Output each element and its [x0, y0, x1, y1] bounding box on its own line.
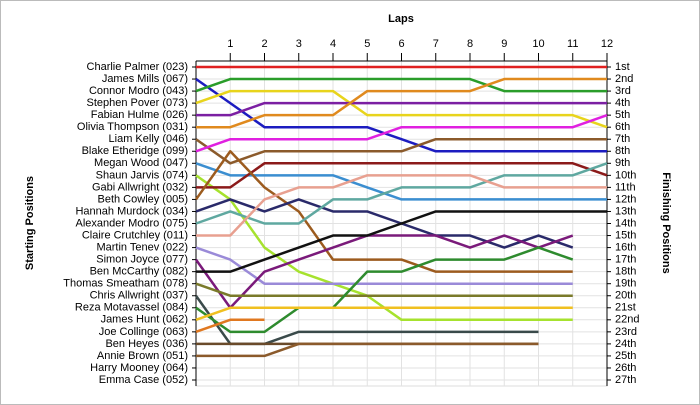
starting-label: Simon Joyce (077) [96, 254, 188, 266]
finishing-label: 2nd [615, 73, 633, 85]
x-tick-label: 5 [364, 38, 370, 50]
x-tick-label: 8 [467, 38, 473, 50]
finishing-label: 27th [615, 374, 636, 386]
starting-label: Thomas Smeatham (078) [63, 278, 188, 290]
starting-label: James Hunt (062) [101, 314, 188, 326]
starting-label: Olivia Thompson (031) [77, 121, 188, 133]
series-line [196, 210, 607, 273]
series-line [195, 306, 573, 321]
x-tick-label: 2 [261, 38, 267, 50]
x-tick-label: 3 [296, 38, 302, 50]
x-tick-label: 12 [601, 38, 613, 50]
starting-label: Shaun Jarvis (074) [96, 169, 188, 181]
starting-label: Beth Cowley (005) [98, 193, 189, 205]
finishing-label: 20th [615, 290, 636, 302]
starting-label: Harry Mooney (064) [90, 362, 188, 374]
starting-label: Charlie Palmer (023) [87, 61, 188, 73]
series-line [195, 78, 607, 153]
starting-label: Joe Collinge (063) [99, 326, 188, 338]
lines [194, 65, 608, 358]
x-tick-label: 1 [227, 38, 233, 50]
finishing-label: 9th [615, 157, 630, 169]
series-line [195, 246, 574, 334]
series-line [196, 342, 539, 358]
finishing-label: 24th [615, 338, 636, 350]
x-tick-label: 4 [330, 38, 336, 50]
series-line [195, 162, 608, 225]
series-line [196, 174, 607, 237]
chart-title: Laps [388, 13, 414, 25]
finishing-label: 18th [615, 266, 636, 278]
starting-label: Reza Motavassel (084) [75, 302, 188, 314]
starting-label: Gabi Allwright (032) [92, 181, 188, 193]
starting-label: Fabian Hulme (026) [91, 109, 188, 121]
series-line [195, 137, 607, 165]
starting-label: Ben Heyes (036) [105, 338, 188, 350]
starting-label: Liam Kelly (046) [109, 133, 188, 145]
starting-label: Ben McCarthy (082) [90, 266, 188, 278]
starting-label: Megan Wood (047) [94, 157, 188, 169]
starting-label: Annie Brown (051) [97, 350, 188, 362]
starting-label: Hannah Murdock (034) [75, 205, 188, 217]
x-tick-label: 9 [501, 38, 507, 50]
starting-label: James Mills (067) [102, 73, 188, 85]
finishing-label: 16th [615, 241, 636, 253]
series-line [196, 77, 607, 129]
finishing-label: 23rd [615, 326, 637, 338]
starting-label: Alexander Modro (075) [75, 217, 188, 229]
finishing-label: 21st [615, 302, 636, 314]
x-tick-label: 11 [567, 38, 578, 50]
finishing-label: 19th [615, 278, 636, 290]
series-line [196, 101, 607, 117]
finishing-label: 15th [615, 229, 636, 241]
starting-label: Stephen Pover (073) [86, 97, 188, 109]
finishing-label: 4th [615, 97, 630, 109]
finishing-label: 3rd [615, 85, 631, 97]
starting-label: Claire Crutchley (011) [82, 229, 188, 241]
finishing-label: 17th [615, 254, 636, 266]
starting-label: Chris Allwright (037) [90, 290, 188, 302]
x-tick-label: 10 [532, 38, 544, 50]
finishing-label: 1st [615, 61, 630, 73]
finishing-label: 8th [615, 145, 630, 157]
finishing-label: 25th [615, 350, 636, 362]
starting-label: Martin Tenev (022) [96, 241, 188, 253]
starting-label: Blake Etheridge (099) [82, 145, 188, 157]
y2-axis-title: Finishing Positions [660, 172, 672, 273]
finishing-label: 5th [615, 109, 630, 121]
series-line [194, 150, 573, 273]
series-line [195, 246, 573, 285]
series-line [195, 162, 607, 201]
series-line [195, 282, 573, 297]
series-line [195, 89, 608, 129]
x-tick-label: 6 [398, 38, 404, 50]
y-axis-title: Starting Positions [24, 176, 36, 270]
series-line [194, 234, 574, 310]
finishing-label: 6th [615, 121, 630, 133]
series-line [195, 198, 574, 249]
finishing-label: 11th [615, 181, 636, 193]
starting-label: Connor Modro (043) [89, 85, 188, 97]
series-line [195, 77, 607, 93]
series-line [195, 113, 608, 153]
finishing-label: 13th [615, 205, 636, 217]
finishing-label: 7th [615, 133, 630, 145]
series-line [195, 318, 265, 334]
finishing-label: 12th [615, 193, 636, 205]
series-line [196, 162, 608, 189]
x-tick-label: 7 [433, 38, 439, 50]
starting-label: Emma Case (052) [99, 374, 188, 386]
finishing-label: 10th [615, 169, 636, 181]
finishing-label: 22nd [615, 314, 639, 326]
finishing-label: 26th [615, 362, 636, 374]
finishing-label: 14th [615, 217, 636, 229]
